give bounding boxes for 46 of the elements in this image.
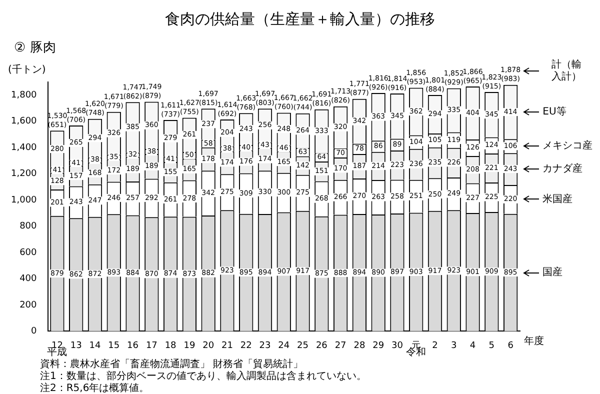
text: EU等 [542,106,566,118]
chart-subtitle: ② 豚肉 [14,40,56,56]
x-tick-label: 15 [108,340,120,351]
y-axis-title: (千トン) [8,64,46,76]
text: メキシコ産 [542,140,593,152]
text: 注2：R5,6年は概算値。 [40,382,150,394]
y-tick-label: 0 [31,326,38,337]
y-tick-label: 1,600 [11,116,38,127]
y-tick-label: 1,800 [11,90,38,100]
x-tick-label: 20 [202,340,214,351]
x-tick-label: 21 [221,340,233,351]
x-tick-label: 26 [316,340,328,351]
x-tick-label: 2 [432,340,438,351]
x-tick-label: 27 [334,340,346,351]
x-tick-label: 28 [354,340,366,351]
x-tick-label: 25 [297,340,308,351]
y-tick-label: 600 [20,248,38,258]
x-tick-label: 17 [146,340,158,351]
x-tick-label: 6 [508,340,514,351]
y-tick-label: 1,200 [11,169,38,180]
text: 資料：農林水産省「畜産物流通調査」 財務省「貿易統計」 [40,358,304,370]
x-tick-label: 18 [164,340,177,351]
text: 計（輸入計） [552,58,582,82]
x-tick-label: 16 [127,340,139,351]
x-tick-label: 4 [470,340,476,351]
x-tick-label: 5 [488,340,495,351]
x-tick-label: 13 [70,340,82,351]
y-tick-label: 1,000 [11,195,38,206]
text: 注1：数量は、部分肉ベースの値であり、輸入調製品は含まれていない。 [40,370,366,382]
chart-title: 食肉の供給量（生産量＋輸入量）の推移 [165,10,435,28]
x-tick-label: 19 [184,340,196,351]
x-tick-label: 23 [259,340,271,351]
text: 国産 [542,266,563,278]
x-axis-title: 年度 [524,334,544,347]
x-tick-label: 14 [89,340,101,351]
y-tick-label: 200 [20,300,38,310]
text: カナダ産 [542,162,583,175]
y-tick-label: 800 [20,222,38,232]
text: 米国産 [542,192,573,205]
x-tick-label: 30 [391,340,404,351]
y-tick-label: 1,400 [11,142,38,153]
x-tick-label: 22 [240,340,252,351]
x-tick-label: 29 [372,340,384,351]
x-tick-label: 24 [278,340,290,351]
y-tick-label: 400 [20,274,38,284]
x-tick-label: 3 [451,340,457,351]
